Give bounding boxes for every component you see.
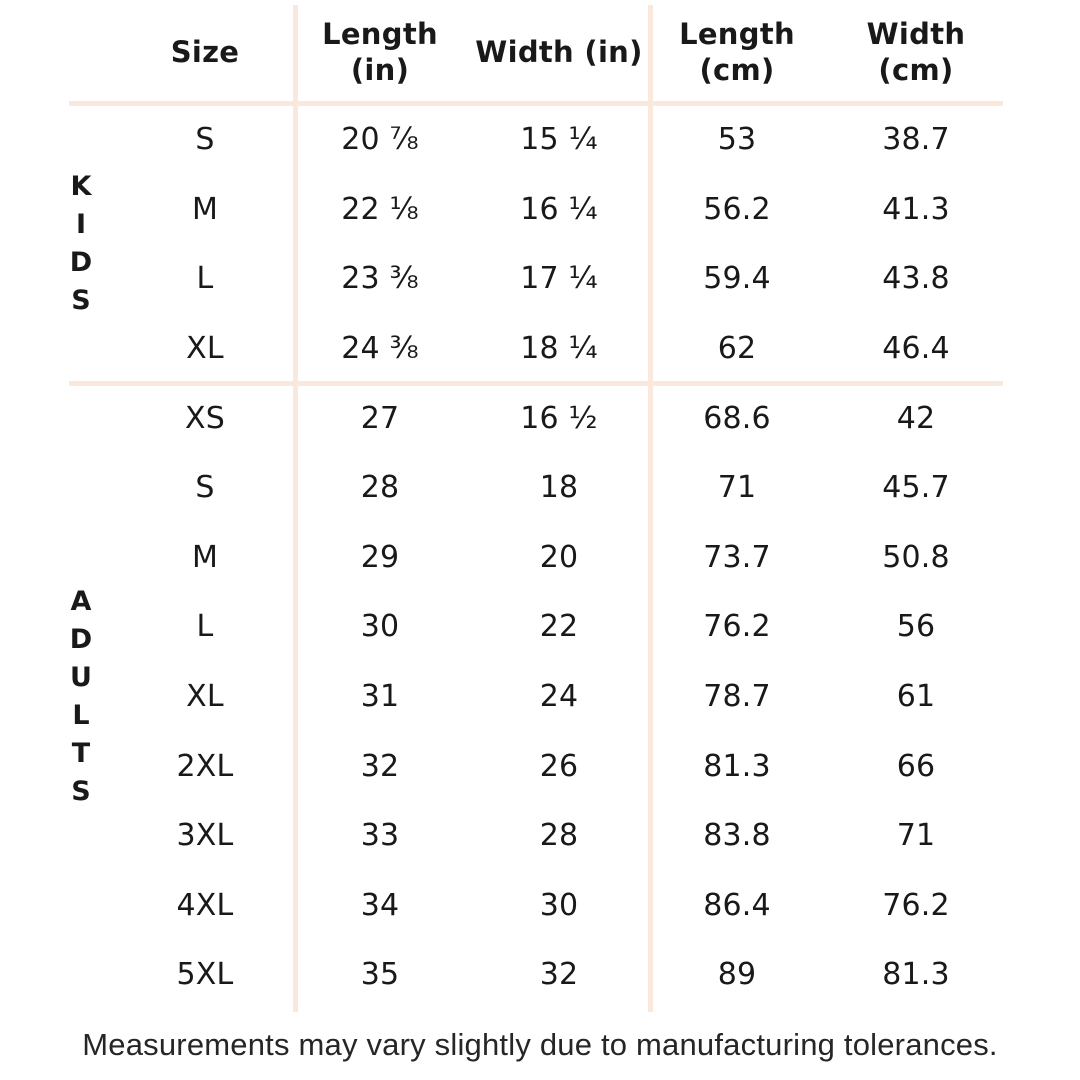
size-cell: M	[191, 191, 219, 227]
length-cm-cell: 53	[717, 122, 757, 158]
length-cm-cell: 62	[717, 331, 757, 367]
width-cm-cell: 71	[896, 818, 936, 854]
length-cm-cell: 59.4	[703, 261, 771, 297]
size-cell: 5XL	[176, 957, 234, 993]
size-cell: L	[196, 261, 214, 297]
length-in-cell: 30	[360, 609, 400, 645]
width-cm-cell: 46.4	[882, 331, 950, 367]
length-cm-cell: 83.8	[703, 818, 771, 854]
group-label-kids-text: KIDS	[69, 171, 93, 317]
header-group-spacer	[0, 0, 120, 105]
length-in-cell: 31	[360, 679, 400, 715]
width-cm-cell: 81.3	[882, 957, 950, 993]
size-cell: 4XL	[176, 887, 234, 923]
length-in-cell: 22 ⅛	[341, 191, 419, 227]
width-in-cell: 18	[539, 470, 579, 506]
width-in-cell: 16 ¼	[520, 191, 598, 227]
width-in-cell: 16 ½	[520, 400, 598, 436]
length-in-cell: 28	[360, 470, 400, 506]
size-cell: S	[195, 470, 215, 506]
length-cm-cell: 81.3	[703, 748, 771, 784]
header-width-cm: Width (cm)	[866, 16, 966, 87]
width-in-cell: 26	[539, 748, 579, 784]
width-in-cell: 24	[539, 679, 579, 715]
header-width-in: Width (in)	[475, 34, 643, 69]
width-in-cell: 20	[539, 539, 579, 575]
width-cm-cell: 41.3	[882, 191, 950, 227]
size-cell: XL	[186, 679, 224, 715]
length-in-cell: 32	[360, 748, 400, 784]
length-cm-cell: 86.4	[703, 887, 771, 923]
length-cm-cell: 68.6	[703, 400, 771, 436]
kids-adults-divider	[69, 381, 1003, 386]
width-cm-cell: 76.2	[882, 887, 950, 923]
column-divider-left	[293, 5, 298, 1012]
length-in-cell: 24 ⅜	[341, 331, 419, 367]
width-cm-cell: 66	[896, 748, 936, 784]
width-in-cell: 32	[539, 957, 579, 993]
length-in-cell: 29	[360, 539, 400, 575]
width-cm-cell: 42	[896, 400, 936, 436]
column-divider-right	[648, 5, 653, 1012]
size-cell: XL	[186, 331, 224, 367]
size-chart-table: Size Length (in) Width (in) Length (cm) …	[0, 0, 966, 1009]
width-cm-cell: 43.8	[882, 261, 950, 297]
header-size: Size	[170, 34, 240, 69]
length-cm-cell: 76.2	[703, 609, 771, 645]
length-in-cell: 35	[360, 957, 400, 993]
tolerance-note: Measurements may vary slightly due to ma…	[82, 1027, 998, 1062]
size-cell: L	[196, 609, 214, 645]
header-length-in: Length (in)	[322, 16, 438, 87]
length-cm-cell: 78.7	[703, 679, 771, 715]
length-in-cell: 34	[360, 887, 400, 923]
size-cell: 3XL	[176, 818, 234, 854]
length-cm-cell: 71	[717, 470, 757, 506]
group-label-kids: KIDS	[0, 105, 120, 383]
width-in-cell: 22	[539, 609, 579, 645]
group-label-adults-text: ADULTS	[69, 585, 93, 807]
width-cm-cell: 38.7	[882, 122, 950, 158]
width-cm-cell: 50.8	[882, 539, 950, 575]
length-in-cell: 23 ⅜	[341, 261, 419, 297]
group-label-adults: ADULTS	[0, 383, 120, 1009]
length-cm-cell: 89	[717, 957, 757, 993]
width-in-cell: 15 ¼	[520, 122, 598, 158]
width-cm-cell: 61	[896, 679, 936, 715]
length-cm-cell: 73.7	[703, 539, 771, 575]
header-length-cm: Length (cm)	[679, 16, 795, 87]
width-in-cell: 30	[539, 887, 579, 923]
header-divider	[69, 101, 1003, 106]
length-in-cell: 20 ⅞	[341, 122, 419, 158]
width-cm-cell: 56	[896, 609, 936, 645]
size-cell: M	[191, 539, 219, 575]
width-in-cell: 28	[539, 818, 579, 854]
length-in-cell: 27	[360, 400, 400, 436]
length-cm-cell: 56.2	[703, 191, 771, 227]
width-in-cell: 17 ¼	[520, 261, 598, 297]
length-in-cell: 33	[360, 818, 400, 854]
width-cm-cell: 45.7	[882, 470, 950, 506]
size-cell: S	[195, 122, 215, 158]
size-cell: XS	[185, 400, 225, 436]
width-in-cell: 18 ¼	[520, 331, 598, 367]
size-cell: 2XL	[176, 748, 234, 784]
